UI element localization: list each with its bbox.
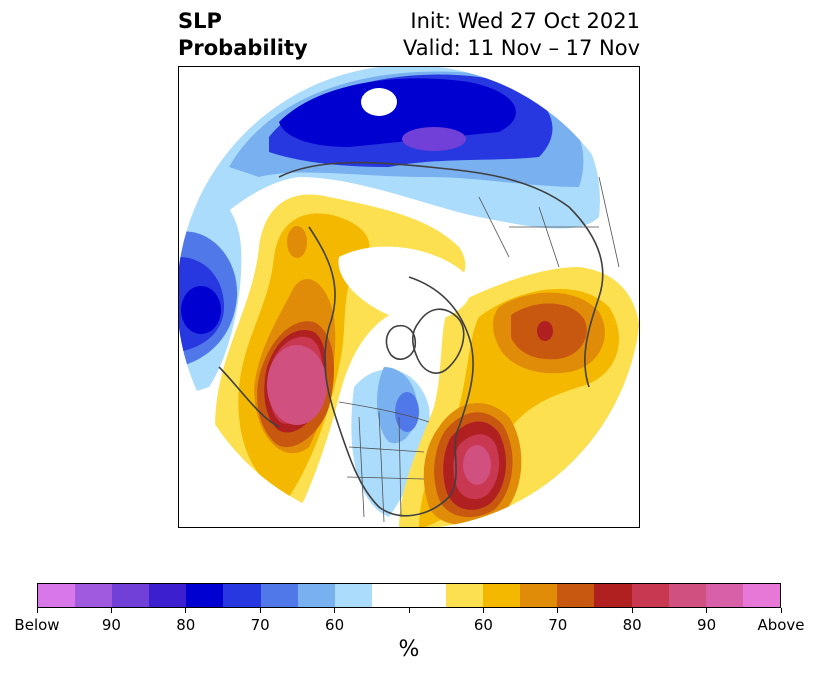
above-normal-regions (215, 194, 639, 527)
title-variable: SLP (178, 9, 222, 33)
colorbar-tick-label: 60 (325, 616, 345, 634)
colorbar-tick (36, 608, 38, 613)
colorbar-tick-label: 60 (473, 616, 493, 634)
colorbar-tick-label: 80 (622, 616, 642, 634)
colorbar-tick (110, 608, 112, 613)
colorbar-tick-label: 80 (176, 616, 196, 634)
colorbar-tick-label: 70 (548, 616, 568, 634)
gulf-of-alaska-high-core (267, 345, 327, 425)
colorbar-tick (780, 608, 782, 613)
eurasia-coast (278, 161, 604, 388)
below-normal-regions (179, 67, 639, 527)
colorbar-tick (259, 608, 261, 613)
colorbar-swatch (557, 584, 595, 607)
colorbar-tick (408, 608, 410, 613)
colorbar-swatch (334, 584, 372, 607)
colorbar-swatch (38, 584, 76, 607)
colorbar-swatch (149, 584, 187, 607)
colorbar-swatch (223, 584, 261, 607)
colorbar-swatch (705, 584, 743, 607)
colorbar-swatch (520, 584, 558, 607)
valid-range: Valid: 11 Nov – 17 Nov (403, 36, 640, 60)
colorbar-unit-label: % (398, 637, 420, 662)
title-type: Probability (178, 36, 308, 60)
colorbar-tick-label: Above (757, 616, 805, 634)
colorbar-swatch (186, 584, 224, 607)
map-panel (178, 66, 640, 528)
alaska-coast (218, 366, 280, 428)
colorbar-tick (185, 608, 187, 613)
north-pacific-low-core (181, 286, 221, 334)
colorbar-tick-label: Below (14, 616, 60, 634)
colorbar-tick (706, 608, 708, 613)
state-borders (346, 411, 425, 523)
colorbar-swatch (297, 584, 335, 607)
colorbar-swatch (483, 584, 521, 607)
colorbar-tick-label: 90 (101, 616, 121, 634)
eurasia-borders (478, 176, 620, 268)
north-atlantic-high-core (463, 445, 491, 485)
coastlines (218, 161, 604, 517)
colorbar-tick (557, 608, 559, 613)
colorbar-tick (482, 608, 484, 613)
colorbar-swatch (594, 584, 632, 607)
arctic-low-hole (361, 88, 397, 116)
arctic-neutral-zone (338, 246, 472, 323)
west-canada-high-core (287, 226, 307, 258)
colorbar-swatch (112, 584, 150, 607)
hudson-bay-coast (385, 325, 417, 360)
colorbar-swatch (371, 584, 409, 607)
siberia-high-core (537, 321, 553, 341)
colorbar-swatch (408, 584, 447, 607)
colorbar-swatch (668, 584, 706, 607)
chart-title-right: Init: Wed 27 Oct 2021 Valid: 11 Nov – 17… (403, 8, 640, 62)
north-america-coast (308, 226, 474, 517)
colorbar-tick-label: 90 (697, 616, 717, 634)
colorbar-swatch (631, 584, 669, 607)
colorbar-tick (631, 608, 633, 613)
colorbar (37, 583, 781, 608)
arctic-low-core (402, 127, 466, 151)
arctic-low-region (279, 78, 516, 147)
us-canada-border (338, 401, 430, 423)
init-date: Init: Wed 27 Oct 2021 (410, 9, 640, 33)
central-us-low-core (395, 392, 419, 432)
chart-title-left: SLP Probability (178, 8, 308, 62)
colorbar-swatch (260, 584, 298, 607)
colorbar-swatch (75, 584, 113, 607)
colorbar-tick (334, 608, 336, 613)
colorbar-tick-label: 70 (250, 616, 270, 634)
colorbar-swatch (446, 584, 484, 607)
country-borders (338, 176, 620, 523)
greenland-coast (411, 308, 465, 374)
map-svg (179, 67, 639, 527)
colorbar-swatch (742, 584, 780, 607)
